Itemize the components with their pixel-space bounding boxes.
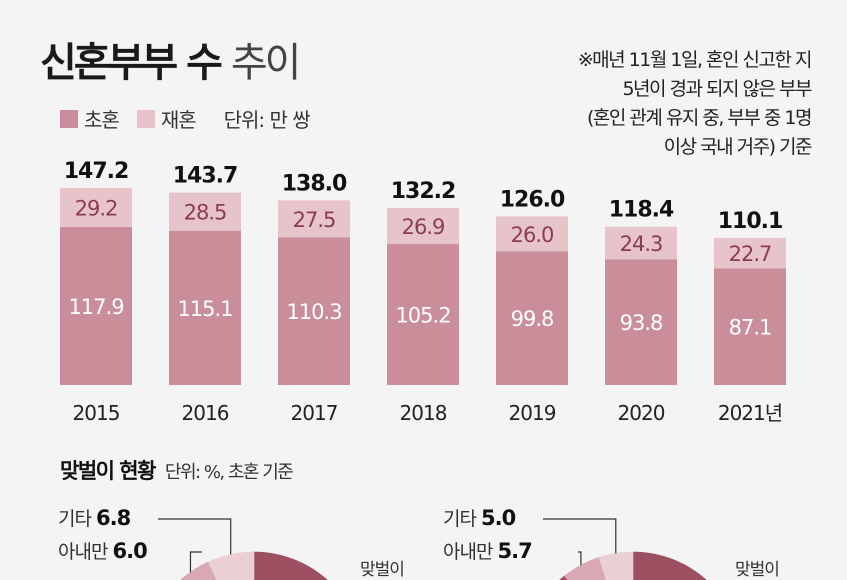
x-tick-label: 2016 — [182, 401, 229, 425]
footnote: ※매년 11월 1일, 혼인 신고한 지 5년이 경과 되지 않은 부부 (혼인… — [577, 46, 813, 162]
leader-line-other — [158, 518, 232, 555]
x-tick-label: 2019 — [509, 401, 556, 425]
bar-total-label: 147.2 — [64, 159, 129, 184]
bar-first-marriage — [387, 244, 459, 385]
bar-label-first: 115.1 — [177, 297, 232, 321]
bar-total-label: 143.7 — [173, 164, 238, 189]
x-tick-label: 2021년 — [718, 401, 782, 425]
pie2-label-wife-only: 아내만 5.7 — [443, 539, 533, 563]
bar-first-marriage — [60, 227, 132, 385]
x-tick-label: 2015 — [73, 401, 120, 425]
leader-line-other — [543, 518, 617, 554]
bar-remarriage — [278, 200, 350, 238]
bar-label-first: 117.9 — [68, 295, 123, 319]
bar-total-label: 118.4 — [609, 198, 674, 223]
pie-slice-other — [208, 551, 255, 580]
pie2-label-other: 기타 5.0 — [443, 506, 516, 530]
bar-label-first: 99.8 — [511, 307, 554, 331]
bar-label-first: 87.1 — [729, 316, 772, 340]
bar-label-first: 105.2 — [395, 304, 450, 328]
pie-section-title: 맞벌이 현황 단위: %, 초혼 기준 — [60, 459, 294, 483]
bar-label-second: 28.5 — [184, 201, 227, 225]
bar-label-second: 24.3 — [620, 232, 663, 256]
pie2-label-dual: 맞벌이 — [735, 560, 780, 580]
legend-label-second: 재혼 — [160, 108, 197, 132]
bar-first-marriage — [714, 268, 786, 385]
bar-total-label: 132.2 — [391, 179, 456, 204]
bar-first-marriage — [605, 259, 677, 385]
legend-swatch-second — [136, 109, 155, 128]
bar-label-second: 27.5 — [293, 208, 336, 232]
note-line: 이상 국내 거주) 기준 — [663, 136, 813, 158]
note-line: (혼인 관계 유지 중, 부부 중 1명 — [586, 107, 813, 129]
bar-remarriage — [60, 187, 132, 228]
bar-first-marriage — [169, 230, 241, 385]
legend-swatch-first — [60, 109, 78, 128]
bar-label-first: 110.3 — [286, 300, 341, 324]
bar-remarriage — [496, 216, 568, 252]
note-line: 5년이 경과 되지 않은 부부 — [622, 78, 812, 100]
bar-total-label: 110.1 — [718, 209, 783, 234]
bar-first-marriage — [278, 237, 350, 385]
legend: 초혼 재혼 단위: 만 쌍 — [60, 104, 311, 133]
bar-remarriage — [387, 207, 459, 245]
bar-total-label: 138.0 — [282, 171, 347, 196]
leader-line-wife-only — [189, 551, 202, 573]
bar-total-label: 126.0 — [500, 187, 565, 212]
page-title: 신혼부부 수 추이 — [40, 40, 301, 86]
bar-label-first: 93.8 — [620, 311, 663, 335]
pie-slice-wife-only — [564, 557, 607, 580]
pie1-label-dual: 맞벌이 — [360, 560, 405, 580]
bar-label-second: 29.2 — [75, 196, 118, 220]
x-tick-label: 2018 — [400, 401, 447, 425]
bar-label-second: 26.0 — [511, 223, 554, 247]
bar-remarriage — [605, 226, 677, 260]
bar-remarriage — [169, 192, 241, 231]
bar-remarriage — [714, 237, 786, 269]
unit-label: 단위: 만 쌍 — [223, 108, 311, 132]
pie-slice-dual-income — [253, 551, 328, 580]
leader-line-wife-only — [578, 551, 582, 566]
x-tick-label: 2017 — [291, 401, 338, 425]
bar-first-marriage — [496, 251, 568, 385]
note-line: ※매년 11월 1일, 혼인 신고한 지 — [577, 49, 813, 71]
x-tick-label: 2020 — [618, 401, 665, 425]
pie-slice-other — [598, 551, 634, 580]
pie1-label-wife-only: 아내만 6.0 — [58, 539, 148, 563]
bar-label-second: 22.7 — [729, 242, 772, 266]
legend-label-first: 초혼 — [84, 108, 120, 132]
pie-slice-wife-only — [180, 561, 218, 580]
bar-label-second: 26.9 — [402, 215, 445, 239]
pie1-label-other: 기타 6.8 — [58, 506, 131, 530]
